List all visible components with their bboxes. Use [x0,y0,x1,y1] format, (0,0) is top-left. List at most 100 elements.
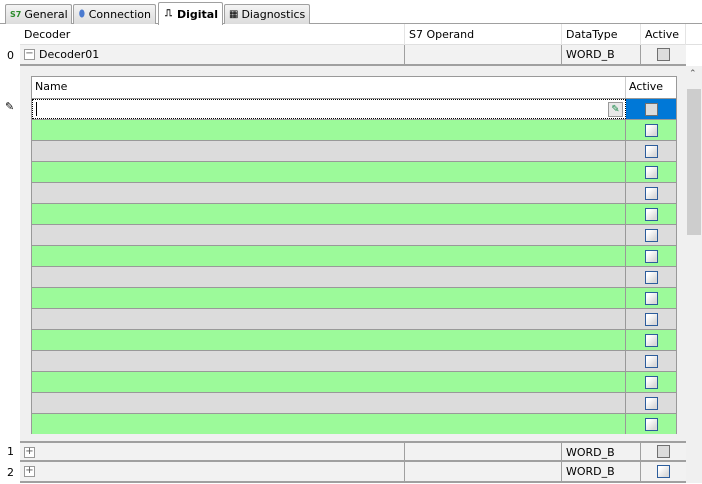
active-cell[interactable] [626,267,676,287]
active-cell[interactable] [641,443,686,462]
name-cell[interactable] [32,414,626,434]
name-cell[interactable] [32,372,626,392]
collapse-icon[interactable]: − [24,48,35,60]
name-cell[interactable] [32,351,626,371]
decoder-cell[interactable]: − Decoder01 [20,45,405,64]
datatype-cell[interactable]: WORD_B [562,45,641,64]
datatype-cell[interactable]: WORD_B [562,462,641,481]
active-checkbox[interactable] [644,228,658,242]
subgrid-row[interactable] [32,161,676,182]
active-cell[interactable] [626,225,676,245]
active-checkbox[interactable] [644,333,658,347]
tab-general[interactable]: S7 General [5,4,72,24]
table-row[interactable]: + WORD_B [20,441,686,462]
active-cell[interactable] [626,162,676,182]
active-checkbox[interactable] [644,207,658,221]
subgrid-row[interactable] [32,266,676,287]
active-cell[interactable] [626,351,676,371]
edit-row[interactable]: ✎ [32,98,676,119]
active-checkbox[interactable] [644,165,658,179]
active-checkbox[interactable] [644,354,658,368]
active-checkbox[interactable] [644,186,658,200]
column-header-decoder[interactable]: Decoder [20,24,405,45]
active-checkbox[interactable] [644,123,658,137]
decoder-cell[interactable]: + [20,443,405,462]
name-cell[interactable] [32,330,626,350]
subgrid-row[interactable] [32,203,676,224]
name-cell[interactable] [32,120,626,140]
active-checkbox[interactable] [657,465,670,478]
name-cell[interactable] [32,288,626,308]
tab-connection[interactable]: ⬮ Connection [73,4,156,24]
active-cell[interactable] [626,183,676,203]
active-checkbox[interactable] [644,249,658,263]
active-checkbox[interactable] [644,312,658,326]
subgrid-row[interactable] [32,350,676,371]
active-cell[interactable] [641,462,686,481]
column-header-s7-operand[interactable]: S7 Operand [405,24,562,45]
subgrid-row[interactable] [32,140,676,161]
subgrid-row[interactable] [32,224,676,245]
tab-diagnostics[interactable]: ▦ Diagnostics [224,4,310,24]
name-cell[interactable] [32,267,626,287]
active-cell[interactable] [626,99,676,119]
active-cell[interactable] [626,204,676,224]
expand-icon[interactable]: + [24,465,35,477]
active-cell[interactable] [626,309,676,329]
scroll-up-icon[interactable]: ⌃ [689,69,697,79]
edit-pencil-button[interactable]: ✎ [608,102,623,117]
active-checkbox[interactable] [644,396,658,410]
s7-operand-cell[interactable] [405,45,562,64]
expand-icon[interactable]: + [24,446,35,458]
active-cell[interactable] [626,330,676,350]
table-row[interactable]: − Decoder01 WORD_B [20,45,686,66]
name-input[interactable]: ✎ [32,99,626,119]
table-row[interactable]: + WORD_B [20,462,686,483]
active-checkbox[interactable] [644,417,658,431]
active-cell[interactable] [626,393,676,413]
name-cell[interactable] [32,162,626,182]
tab-bar: S7 General ⬮ Connection ⎍ Digital ▦ Diag… [0,0,702,25]
subgrid-row[interactable] [32,119,676,140]
column-header-name[interactable]: Name [32,77,626,98]
subgrid-row[interactable] [32,371,676,392]
active-cell[interactable] [626,372,676,392]
column-header-datatype[interactable]: DataType [562,24,641,45]
name-cell[interactable] [32,225,626,245]
active-cell[interactable] [626,120,676,140]
name-cell[interactable] [32,246,626,266]
subgrid-row[interactable] [32,392,676,413]
column-header-active[interactable]: Active [641,24,686,45]
active-cell[interactable] [626,141,676,161]
active-checkbox[interactable] [644,144,658,158]
scroll-thumb[interactable] [687,89,701,235]
s7-operand-cell[interactable] [405,443,562,462]
active-checkbox[interactable] [644,375,658,389]
column-header-active[interactable]: Active [629,80,664,93]
name-cell[interactable] [32,309,626,329]
active-checkbox[interactable] [644,102,658,116]
decoder-cell[interactable]: + [20,462,405,481]
s7-operand-cell[interactable] [405,462,562,481]
subgrid-row[interactable] [32,182,676,203]
name-cell[interactable] [32,393,626,413]
active-checkbox[interactable] [644,291,658,305]
active-checkbox[interactable] [657,445,670,458]
name-cell[interactable] [32,183,626,203]
active-cell[interactable] [641,45,686,64]
subgrid-row[interactable] [32,245,676,266]
tab-digital[interactable]: ⎍ Digital [158,2,223,25]
active-checkbox[interactable] [657,48,670,61]
datatype-cell[interactable]: WORD_B [562,443,641,462]
name-cell[interactable] [32,141,626,161]
vertical-scrollbar[interactable]: ⌃ [686,66,702,483]
active-cell[interactable] [626,414,676,434]
active-cell[interactable] [626,246,676,266]
active-checkbox[interactable] [644,270,658,284]
subgrid-row[interactable] [32,329,676,350]
subgrid-row[interactable] [32,287,676,308]
subgrid-row[interactable] [32,413,676,434]
subgrid-row[interactable] [32,308,676,329]
active-cell[interactable] [626,288,676,308]
name-cell[interactable] [32,204,626,224]
